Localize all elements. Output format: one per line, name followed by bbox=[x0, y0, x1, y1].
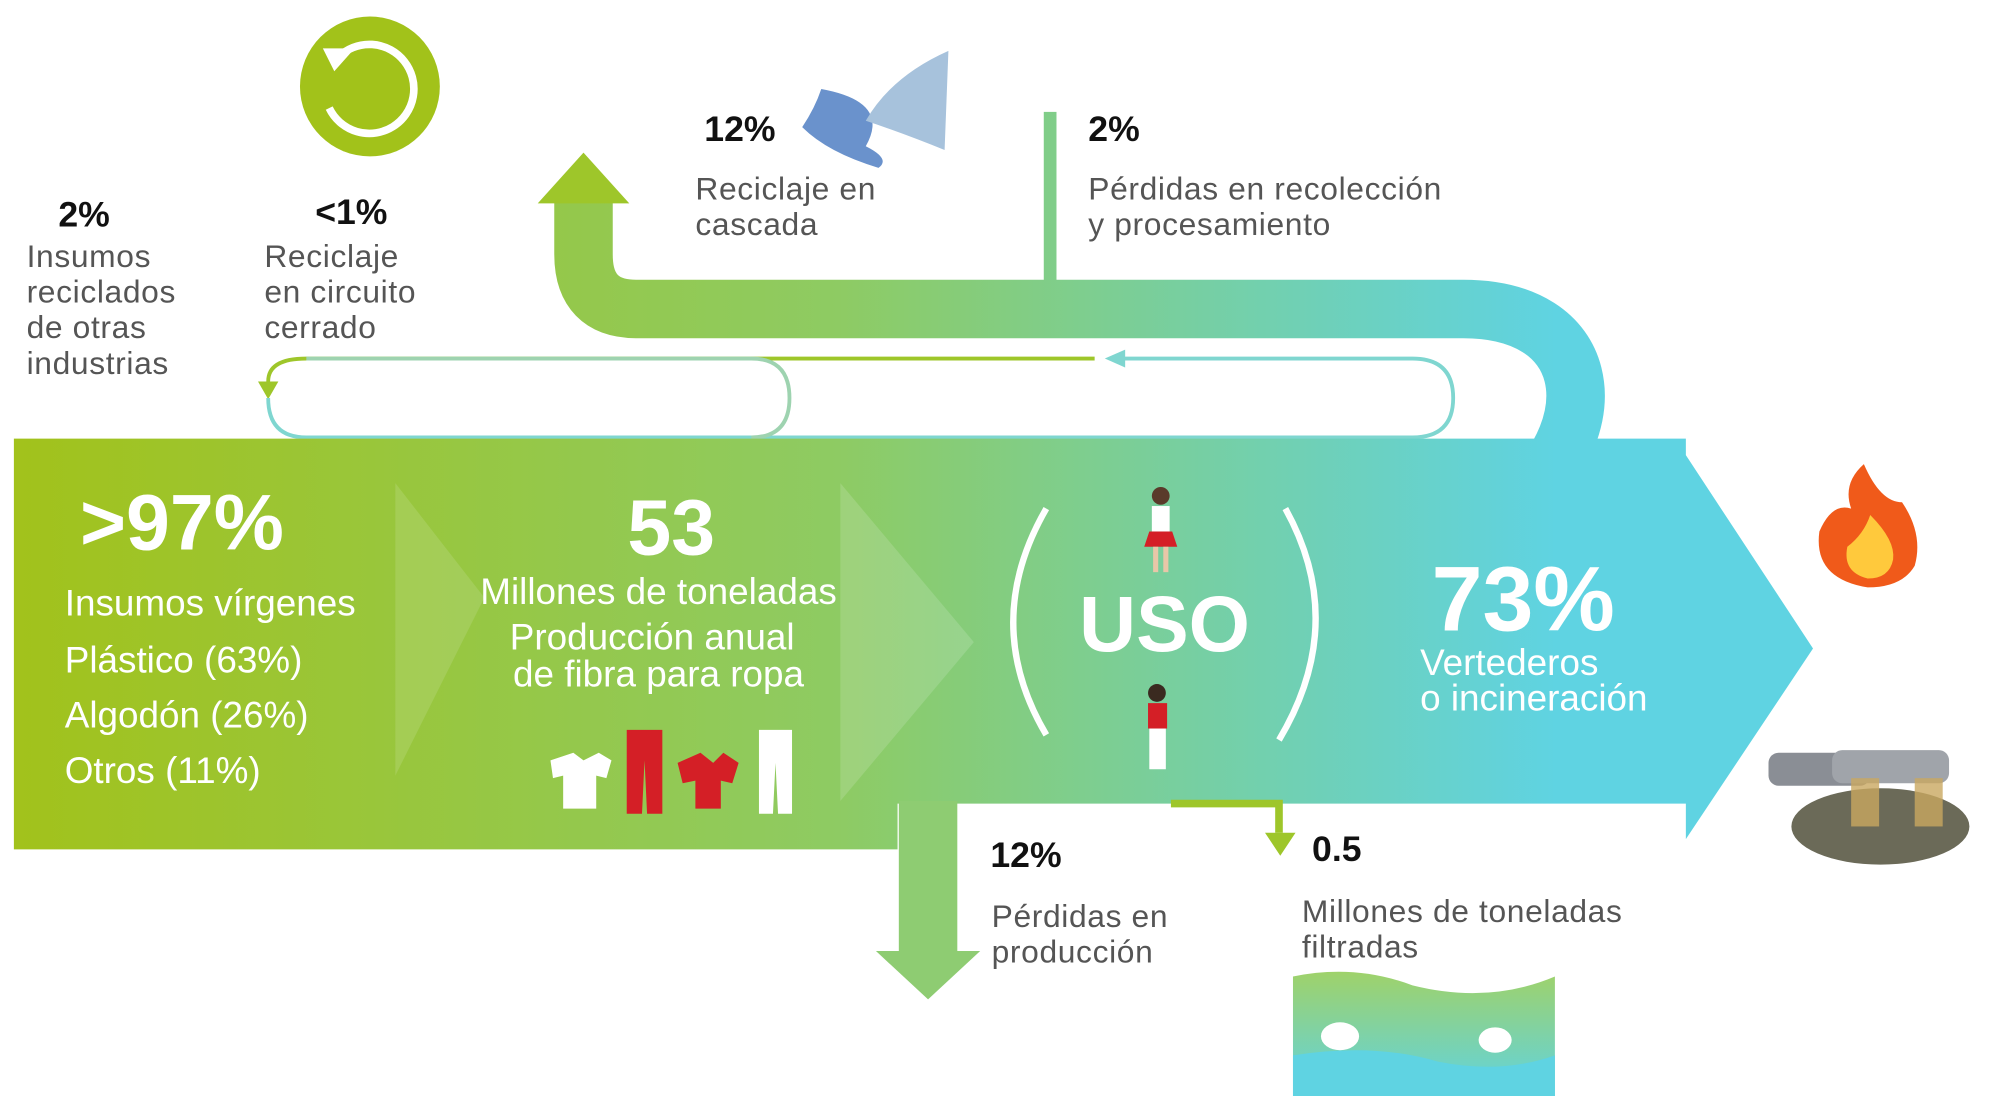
fish bbox=[1478, 1027, 1512, 1053]
value: 2% bbox=[1088, 109, 1139, 149]
label: en circuito bbox=[264, 274, 416, 310]
value: 73% bbox=[1432, 549, 1615, 651]
label: cascada bbox=[695, 206, 818, 242]
trousers bbox=[626, 729, 663, 814]
cascade-loop bbox=[554, 200, 1605, 524]
person bbox=[1144, 531, 1178, 547]
arrow-head bbox=[537, 152, 630, 204]
waste bbox=[1914, 778, 1943, 827]
loss-arrow bbox=[898, 801, 958, 954]
loop-line bbox=[266, 356, 1456, 440]
loss-line bbox=[1043, 111, 1057, 284]
person bbox=[1153, 546, 1159, 573]
pipe bbox=[1832, 750, 1950, 784]
chevron bbox=[840, 483, 974, 802]
label: Reciclaje en bbox=[695, 171, 876, 207]
value: 12% bbox=[704, 109, 775, 149]
label: Reciclaje bbox=[264, 238, 399, 274]
filter-arrow bbox=[1170, 799, 1283, 833]
value: 0.5 bbox=[1312, 829, 1361, 869]
label: cerrado bbox=[264, 309, 376, 345]
label: Insumos bbox=[27, 238, 152, 274]
value: 53 bbox=[627, 483, 715, 571]
person bbox=[1148, 703, 1168, 729]
value: 2% bbox=[58, 194, 109, 234]
label: de otras bbox=[27, 309, 147, 345]
label: Millones de toneladas bbox=[480, 571, 837, 612]
label: Vertederos bbox=[1420, 642, 1598, 683]
label: Insumos vírgenes bbox=[65, 582, 356, 623]
label: producción bbox=[992, 933, 1154, 969]
fish bbox=[1320, 1022, 1360, 1051]
label: Millones de toneladas bbox=[1302, 893, 1623, 929]
closed-loop: <1% Reciclaje en circuito cerrado bbox=[264, 192, 416, 345]
landfill: 73% Vertederos o incineración bbox=[1420, 549, 1647, 719]
loop-line bbox=[266, 356, 1095, 382]
label: filtradas bbox=[1302, 928, 1419, 964]
label: Otros (11%) bbox=[65, 750, 261, 791]
cascade: 12% Reciclaje en cascada bbox=[695, 109, 876, 242]
label: reciclados bbox=[27, 274, 176, 310]
fabric-icon bbox=[865, 50, 949, 151]
filtered: 0.5 Millones de toneladas filtradas bbox=[1302, 829, 1623, 965]
production-losses: 12% Pérdidas en producción bbox=[990, 835, 1169, 969]
label: Producción anual bbox=[510, 617, 795, 658]
fire-icon bbox=[1846, 514, 1894, 579]
person bbox=[1149, 728, 1166, 770]
recycle-arc bbox=[325, 40, 418, 138]
person bbox=[1148, 684, 1166, 702]
label: Pérdidas en recolección bbox=[1088, 171, 1442, 207]
shirt bbox=[677, 752, 739, 809]
label: Algodón (26%) bbox=[65, 694, 309, 735]
person bbox=[1163, 546, 1169, 573]
person bbox=[1151, 506, 1170, 532]
waste bbox=[1851, 778, 1880, 827]
value: >97% bbox=[80, 478, 284, 566]
filter-arrow-head bbox=[1265, 832, 1296, 856]
label: Pérdidas en bbox=[992, 898, 1169, 934]
collection-losses: 2% Pérdidas en recolección y procesamien… bbox=[1088, 109, 1442, 242]
label: y procesamiento bbox=[1088, 206, 1331, 242]
loss-arrow-head bbox=[875, 951, 981, 1000]
label: o incineración bbox=[1420, 678, 1647, 719]
value: <1% bbox=[315, 192, 387, 232]
use-label: USO bbox=[1079, 580, 1250, 668]
person bbox=[1151, 486, 1170, 505]
water bbox=[1292, 1050, 1555, 1096]
fabric-icon bbox=[802, 89, 883, 168]
label: de fibra para ropa bbox=[513, 654, 804, 695]
loop-line bbox=[306, 356, 792, 440]
trousers bbox=[758, 729, 793, 814]
loop-arrow bbox=[258, 381, 279, 400]
chevron bbox=[395, 483, 485, 776]
value: 12% bbox=[990, 835, 1061, 875]
recycled-inputs: 2% Insumos reciclados de otras industria… bbox=[27, 194, 176, 380]
label: Plástico (63%) bbox=[65, 640, 303, 681]
loop-arrow bbox=[1104, 349, 1126, 368]
label: industrias bbox=[27, 345, 169, 381]
recycle-arrowhead bbox=[322, 48, 355, 72]
virgin-inputs: >97% Insumos vírgenes Plástico (63%) Alg… bbox=[65, 478, 356, 791]
production: 53 Millones de toneladas Producción anua… bbox=[480, 483, 837, 694]
use-arrow bbox=[1276, 507, 1319, 742]
use-arrow bbox=[1010, 506, 1050, 737]
main-flow bbox=[13, 438, 1814, 850]
